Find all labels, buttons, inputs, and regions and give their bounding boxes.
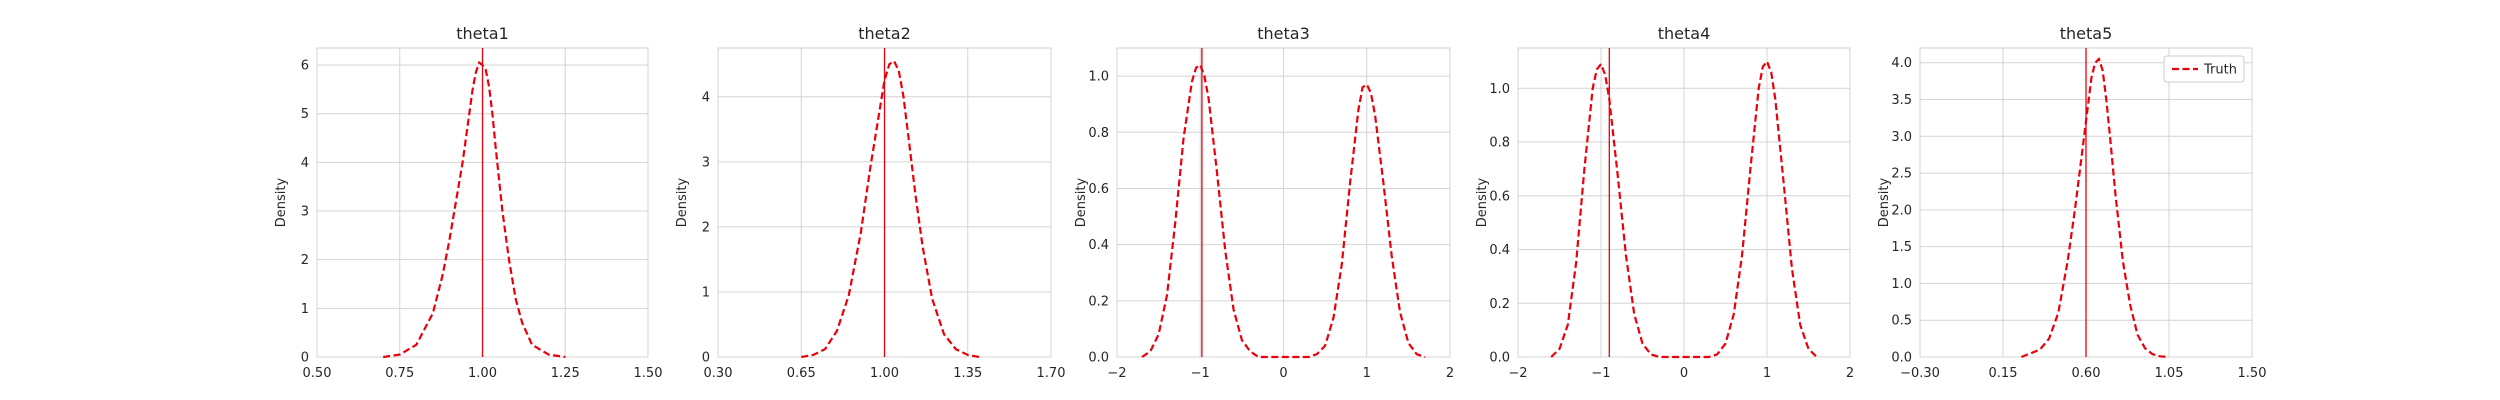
x-tick-label: 2	[1846, 366, 1854, 381]
y-tick-label: 0.8	[1489, 136, 1510, 151]
x-tick-label: 0.75	[385, 366, 414, 381]
y-tick-label: 2	[301, 253, 309, 268]
x-tick-label: 1	[1763, 366, 1771, 381]
y-tick-label: 1.0	[1891, 277, 1912, 292]
y-tick-label: 0.8	[1088, 126, 1109, 141]
y-tick-label: 2	[702, 220, 710, 235]
chart-title: theta5	[2060, 24, 2113, 43]
density-curve	[801, 59, 980, 359]
subplot-theta5: −0.30 0.15 0.60 1.05 1.50 0.0 0.5 1.0 1.5 2.0 2.5 3…	[1877, 24, 2266, 381]
y-tick-label: 0.2	[1088, 294, 1109, 309]
y-tick-label: 1.5	[1891, 240, 1912, 255]
y-tick-label: 4	[301, 156, 309, 171]
x-tick-label: 1.05	[2155, 366, 2184, 381]
y-axis-label: Density	[274, 177, 289, 227]
legend	[2163, 55, 2245, 83]
y-tick-label: 2.5	[1891, 167, 1912, 182]
x-tick-label: 0.15	[1989, 366, 2018, 381]
x-tick-label: 0	[1279, 366, 1287, 381]
y-tick-label: 0.0	[1891, 351, 1912, 366]
density-curve	[383, 60, 566, 359]
y-tick-label: 1	[301, 302, 309, 317]
x-tick-label: 1.00	[468, 366, 497, 381]
y-axis-label: Density	[1877, 177, 1892, 227]
y-tick-label: 0.5	[1891, 314, 1912, 329]
x-tick-label: 0	[1680, 366, 1688, 381]
y-tick-label: 0.0	[1489, 351, 1510, 366]
x-tick-label: 1.70	[1037, 366, 1066, 381]
x-tick-label: 0.60	[2072, 366, 2101, 381]
x-tick-label: −0.30	[1900, 366, 1940, 381]
chart-title: theta1	[456, 24, 509, 43]
chart-title: theta3	[1257, 24, 1310, 43]
y-axis-label: Density	[1475, 177, 1490, 227]
y-tick-label: 6	[301, 59, 309, 74]
chart-title: theta4	[1658, 24, 1711, 43]
subplot-theta4: −2 −1 0 1 2 0.0 0.2 0.4 0.6 0.8 1.0 theta4 Density	[1475, 24, 1854, 381]
x-tick-label: 2	[1446, 366, 1454, 381]
y-tick-label: 0.6	[1088, 182, 1109, 197]
y-tick-label: 4	[702, 90, 710, 105]
x-tick-label: 0.50	[303, 366, 332, 381]
y-tick-label: 0.0	[1088, 351, 1109, 366]
x-tick-label: 1.50	[2238, 366, 2267, 381]
subplot-theta3: −2 −1 0 1 2 0.0 0.2 0.4 0.6 0.8 1.0 theta3 Density	[1074, 24, 1454, 381]
density-curve	[1141, 63, 1426, 359]
x-tick-label: 1	[1363, 366, 1371, 381]
x-tick-label: 1.35	[953, 366, 982, 381]
y-tick-label: 1	[702, 285, 710, 300]
y-tick-label: 3.0	[1891, 130, 1912, 145]
subplot-theta1: 0.50 0.75 1.00 1.25 1.50 0 1 2 3 4 5 6 theta1 Density	[274, 24, 662, 381]
y-tick-label: 0.4	[1489, 243, 1510, 258]
y-tick-label: 5	[301, 107, 309, 122]
density-curve	[2020, 56, 2170, 359]
x-tick-label: −1	[1191, 366, 1210, 381]
y-tick-label: 1.0	[1489, 82, 1510, 97]
y-tick-label: 0	[301, 351, 309, 366]
y-tick-label: 2.0	[1891, 203, 1912, 218]
x-tick-label: 1.00	[870, 366, 899, 381]
x-tick-label: 1.50	[634, 366, 663, 381]
y-tick-label: 1.0	[1088, 70, 1109, 85]
x-tick-label: 0.65	[787, 366, 816, 381]
y-tick-label: 0.6	[1489, 189, 1510, 204]
subplot-theta2: 0.30 0.65 1.00 1.35 1.70 0 1 2 3 4 theta2 Density	[675, 24, 1065, 381]
density-curve	[1550, 59, 1818, 359]
x-tick-label: −1	[1591, 366, 1610, 381]
y-tick-label: 3	[301, 205, 309, 220]
x-tick-label: 0.30	[704, 366, 733, 381]
y-tick-label: 3.5	[1891, 93, 1912, 108]
x-tick-label: 1.25	[551, 366, 580, 381]
x-tick-label: −2	[1508, 366, 1527, 381]
y-tick-label: 0.4	[1088, 238, 1109, 253]
legend-label: Truth	[2203, 63, 2237, 78]
y-axis-label: Density	[1074, 177, 1089, 227]
x-tick-label: −2	[1107, 366, 1126, 381]
y-tick-label: 4.0	[1891, 56, 1912, 71]
chart-title: theta2	[858, 24, 911, 43]
y-tick-label: 3	[702, 155, 710, 170]
y-tick-label: 0	[702, 351, 710, 366]
y-tick-label: 0.2	[1489, 297, 1510, 312]
y-axis-label: Density	[675, 177, 690, 227]
